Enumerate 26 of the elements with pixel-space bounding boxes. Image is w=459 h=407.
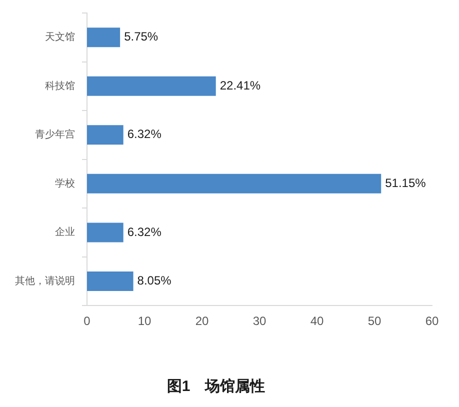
x-tick-label: 10	[138, 314, 152, 328]
y-tick-label: 其他，请说明	[15, 274, 75, 287]
x-tick-label: 20	[195, 314, 209, 328]
y-tick-label: 学校	[55, 177, 75, 190]
bar	[87, 125, 124, 145]
y-tick-label: 天文馆	[45, 31, 75, 44]
y-tick-label: 科技馆	[45, 80, 75, 92]
data-label: 51.15%	[385, 176, 426, 190]
bar	[87, 222, 124, 242]
bar	[87, 28, 120, 48]
bar	[87, 174, 382, 194]
y-tick-label: 企业	[55, 226, 75, 238]
x-tick-label: 60	[425, 314, 439, 328]
data-label: 22.41%	[220, 78, 261, 92]
data-label: 8.05%	[137, 274, 172, 288]
bar	[87, 76, 216, 96]
y-tick-label: 青少年宫	[35, 128, 75, 141]
x-tick-label: 30	[252, 314, 266, 328]
x-tick-label: 40	[310, 314, 324, 328]
data-label: 5.75%	[124, 30, 158, 44]
data-label: 6.32%	[127, 127, 162, 142]
data-label: 6.32%	[127, 224, 162, 239]
x-tick-label: 0	[84, 314, 91, 328]
bar	[87, 271, 134, 291]
x-tick-label: 50	[368, 314, 382, 328]
text: 图1 场馆属性	[166, 378, 266, 396]
